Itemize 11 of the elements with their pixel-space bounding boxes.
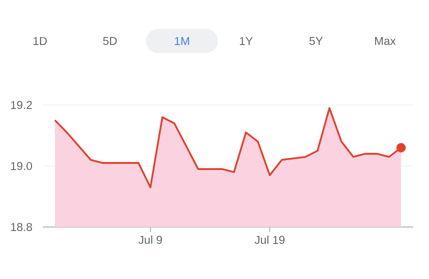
x-tick-label: Jul 9 (138, 236, 162, 244)
text: 5D (103, 37, 117, 45)
text: Max (375, 37, 396, 45)
text: 1Y (240, 37, 253, 45)
text: 1M (174, 37, 190, 45)
text: 1D (34, 37, 47, 45)
x-tick-label: Jul 19 (254, 236, 285, 244)
text: 5Y (309, 37, 323, 45)
y-tick-label: 19.0 (11, 162, 32, 170)
y-tick-label: 18.8 (11, 222, 32, 232)
y-tick-label: 19.2 (11, 100, 32, 110)
